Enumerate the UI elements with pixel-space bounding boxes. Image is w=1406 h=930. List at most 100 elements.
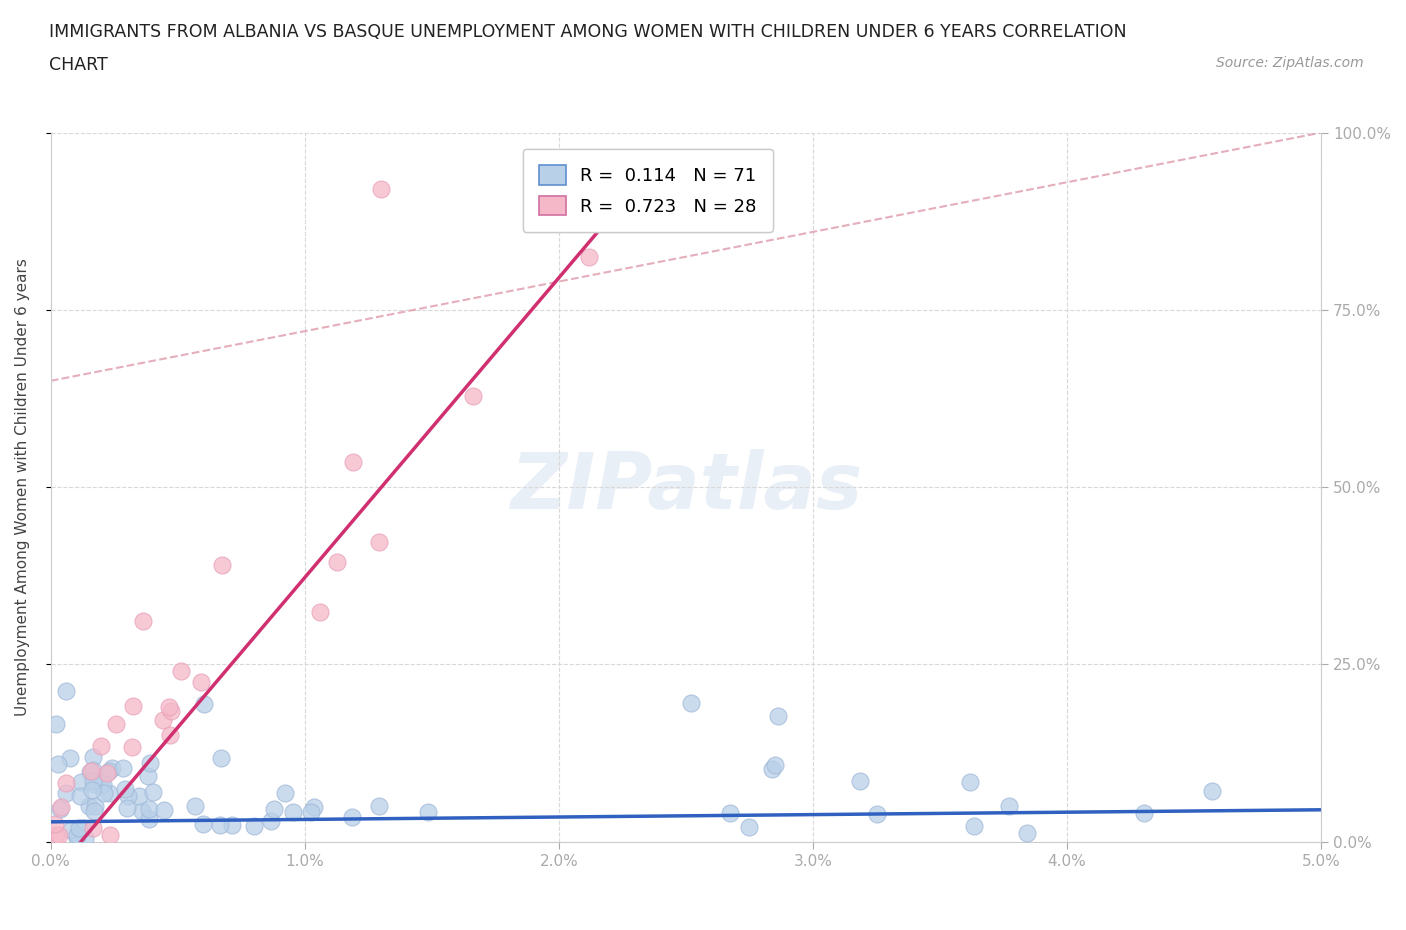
Point xyxy=(309,604,332,619)
Point xyxy=(55,684,77,698)
Point xyxy=(208,817,231,832)
Point xyxy=(153,803,176,817)
Point xyxy=(578,249,600,264)
Point xyxy=(131,804,153,818)
Point xyxy=(136,768,159,783)
Point xyxy=(761,762,783,777)
Text: Source: ZipAtlas.com: Source: ZipAtlas.com xyxy=(1216,56,1364,70)
Point xyxy=(681,696,703,711)
Point xyxy=(367,535,389,550)
Text: IMMIGRANTS FROM ALBANIA VS BASQUE UNEMPLOYMENT AMONG WOMEN WITH CHILDREN UNDER 6: IMMIGRANTS FROM ALBANIA VS BASQUE UNEMPL… xyxy=(49,23,1126,41)
Point xyxy=(340,810,363,825)
Point xyxy=(738,820,761,835)
Point xyxy=(128,789,150,804)
Point xyxy=(170,663,193,678)
Point xyxy=(104,716,127,731)
Point xyxy=(763,757,786,772)
Point xyxy=(48,827,70,842)
Point xyxy=(69,775,91,790)
Point xyxy=(82,773,104,788)
Point xyxy=(368,798,391,813)
Point xyxy=(75,830,97,845)
Point xyxy=(221,817,243,832)
Point xyxy=(463,389,485,404)
Point xyxy=(190,675,212,690)
Point xyxy=(44,717,66,732)
Point xyxy=(91,777,114,791)
Point xyxy=(97,764,120,778)
Point xyxy=(111,761,134,776)
Point xyxy=(159,703,181,718)
Point xyxy=(93,786,115,801)
Point xyxy=(998,799,1021,814)
Point xyxy=(131,614,153,629)
Point xyxy=(101,760,124,775)
Point xyxy=(114,782,136,797)
Point xyxy=(83,777,105,791)
Point xyxy=(299,804,322,819)
Point xyxy=(157,699,180,714)
Point xyxy=(82,750,104,764)
Point xyxy=(325,554,347,569)
Point xyxy=(46,757,69,772)
Point xyxy=(80,782,103,797)
Point xyxy=(302,799,325,814)
Point xyxy=(959,775,981,790)
Y-axis label: Unemployment Among Women with Children Under 6 years: Unemployment Among Women with Children U… xyxy=(15,259,30,716)
Point xyxy=(718,805,741,820)
Point xyxy=(184,798,207,813)
Point xyxy=(80,764,103,778)
Text: CHART: CHART xyxy=(49,56,108,73)
Point xyxy=(1132,806,1154,821)
Point xyxy=(100,827,122,842)
Point xyxy=(55,775,77,790)
Point xyxy=(243,818,266,833)
Point xyxy=(260,814,283,829)
Point xyxy=(138,811,160,826)
Point xyxy=(963,818,986,833)
Point xyxy=(159,727,181,742)
Point xyxy=(55,786,77,801)
Point xyxy=(211,558,233,573)
Point xyxy=(211,751,233,765)
Point xyxy=(65,830,87,845)
Point xyxy=(849,774,872,789)
Point xyxy=(67,820,90,835)
Point xyxy=(866,807,889,822)
Point xyxy=(97,786,120,801)
Point xyxy=(59,822,82,837)
Point xyxy=(1015,826,1038,841)
Point xyxy=(283,804,305,819)
Point xyxy=(96,765,118,780)
Point xyxy=(49,802,72,817)
Point xyxy=(117,789,139,804)
Point xyxy=(49,800,72,815)
Point xyxy=(342,455,364,470)
Point xyxy=(766,709,789,724)
Point xyxy=(115,801,138,816)
Point xyxy=(72,821,94,836)
Point xyxy=(66,827,89,842)
Point xyxy=(79,764,101,779)
Point xyxy=(45,827,67,842)
Point xyxy=(121,740,143,755)
Point xyxy=(142,785,165,800)
Point xyxy=(44,817,66,831)
Point xyxy=(138,802,160,817)
Point xyxy=(82,820,104,835)
Point xyxy=(263,802,285,817)
Point xyxy=(1201,784,1223,799)
Point xyxy=(370,182,392,197)
Point xyxy=(82,762,104,777)
Point xyxy=(139,755,162,770)
Point xyxy=(416,804,439,819)
Point xyxy=(69,789,91,804)
Point xyxy=(90,771,112,786)
Point xyxy=(193,817,215,831)
Point xyxy=(122,698,145,713)
Text: ZIPatlas: ZIPatlas xyxy=(510,449,862,525)
Point xyxy=(77,799,100,814)
Point xyxy=(59,751,82,765)
Legend: R =  0.114   N = 71, R =  0.723   N = 28: R = 0.114 N = 71, R = 0.723 N = 28 xyxy=(523,149,773,232)
Point xyxy=(274,785,297,800)
